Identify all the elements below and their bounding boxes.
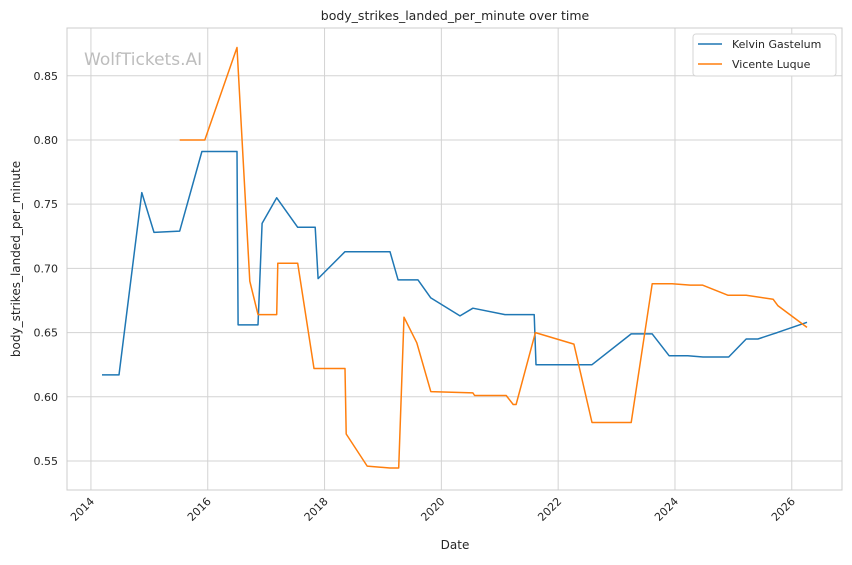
y-tick-label: 0.60: [34, 391, 59, 404]
x-tick-label: 2014: [68, 495, 97, 524]
legend-box: [692, 33, 837, 77]
plot-area-border: [66, 27, 843, 491]
y-axis-label: body_strikes_landed_per_minute: [9, 161, 23, 357]
y-tick-label: 0.85: [34, 70, 59, 83]
series-line-kelvin-gastelum: [102, 150, 808, 376]
series-lines: [102, 46, 808, 469]
legend: Kelvin Gastelum Vicente Luque: [692, 33, 837, 77]
x-tick-label: 2018: [302, 495, 331, 524]
y-tick-label: 0.55: [34, 455, 59, 468]
x-tick-label: 2024: [652, 495, 681, 524]
x-axis-label: Date: [441, 538, 470, 552]
y-tick-label: 0.80: [34, 134, 59, 147]
x-tick-labels: 2014 2016 2018 2020 2022 2024 2026: [68, 495, 798, 524]
y-tick-label: 0.65: [34, 327, 59, 340]
y-tick-label: 0.75: [34, 198, 59, 211]
watermark: WolfTickets.AI: [84, 50, 202, 70]
x-tick-label: 2026: [769, 495, 798, 524]
y-tick-labels: 0.55 0.60 0.65 0.70 0.75 0.80 0.85: [34, 70, 59, 468]
legend-label-kelvin-gastelum: Kelvin Gastelum: [732, 38, 821, 51]
x-tick-label: 2020: [418, 495, 447, 524]
y-tick-label: 0.70: [34, 262, 59, 275]
x-tick-label: 2022: [535, 495, 564, 524]
grid: [67, 28, 842, 490]
x-tick-label: 2016: [185, 495, 214, 524]
chart-title: body_strikes_landed_per_minute over time: [321, 8, 590, 23]
series-line-vicente-luque: [179, 46, 808, 469]
legend-label-vicente-luque: Vicente Luque: [732, 58, 811, 71]
